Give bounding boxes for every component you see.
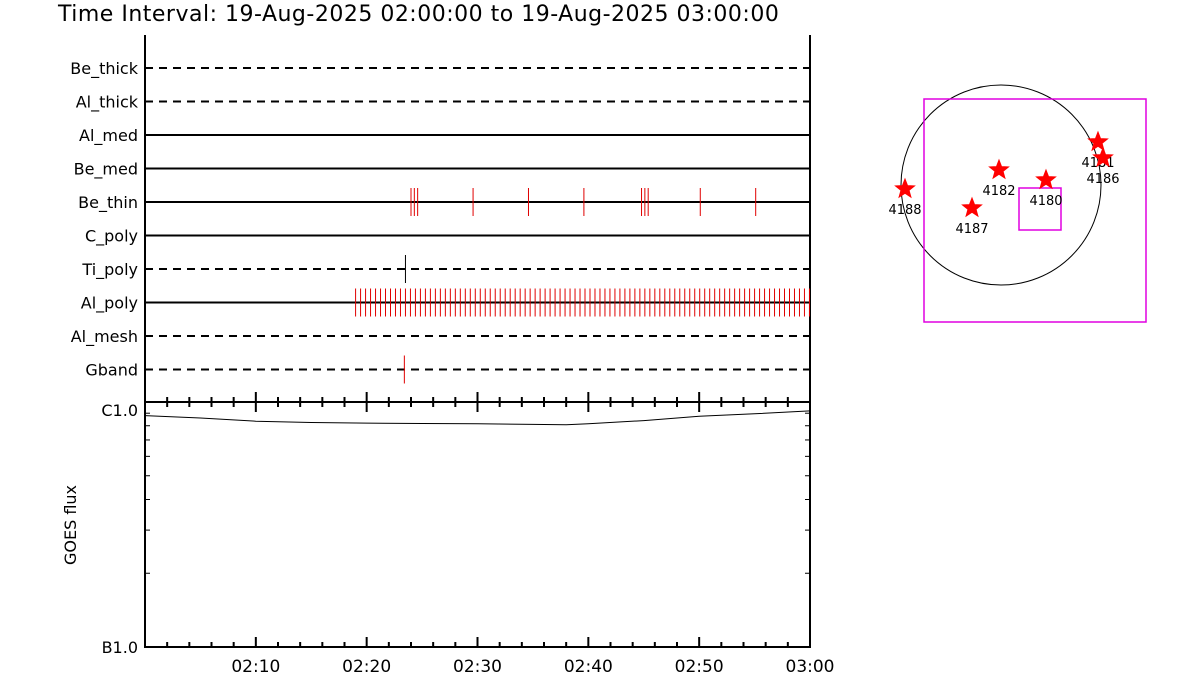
ar-star-4182 bbox=[988, 158, 1010, 180]
y-axis-label: GOES flux bbox=[61, 485, 80, 565]
channel-label-Al_thick: Al_thick bbox=[76, 93, 139, 113]
ar-star-4188 bbox=[894, 177, 916, 199]
ar-label-4188: 4188 bbox=[888, 203, 921, 218]
ar-label-4186: 4186 bbox=[1086, 172, 1119, 187]
goes-flux-line bbox=[144, 410, 811, 426]
y-tick-label-bottom: B1.0 bbox=[102, 638, 138, 657]
fov-outer-box bbox=[923, 98, 1147, 323]
channel-label-C_poly: C_poly bbox=[85, 227, 138, 247]
ar-label-4182: 4182 bbox=[982, 184, 1015, 199]
channel-label-Be_med: Be_med bbox=[74, 160, 138, 180]
channel-label-Al_med: Al_med bbox=[79, 126, 138, 146]
goes-panel: 02:10 02:20 02:30 02:40 02:50 03:00 C1.0 B1.0 GO… bbox=[61, 392, 835, 677]
channel-label-Be_thin: Be_thin bbox=[78, 193, 138, 213]
ar-label-4187: 4187 bbox=[955, 222, 988, 237]
solar-disk bbox=[900, 84, 1102, 286]
ar-star-4181 bbox=[1087, 130, 1109, 152]
timeline-panel: Be_thick Al_thick Al_med Be_med Be_thin C_pol… bbox=[70, 35, 811, 402]
chart-title: Time Interval: 19-Aug-2025 02:00:00 to 1… bbox=[58, 2, 780, 27]
x-tick-label-0: 02:10 bbox=[231, 657, 280, 677]
goes-frame bbox=[144, 401, 811, 648]
x-tick-label-1: 02:20 bbox=[342, 657, 391, 677]
channel-label-Ti_poly: Ti_poly bbox=[81, 260, 138, 280]
channel-label-Al_mesh: Al_mesh bbox=[71, 327, 138, 347]
y-tick-label-top: C1.0 bbox=[101, 401, 138, 420]
x-tick-label-5: 03:00 bbox=[786, 657, 835, 677]
x-tick-label-3: 02:40 bbox=[564, 657, 613, 677]
ar-star-4186 bbox=[1092, 146, 1114, 168]
channel-label-Al_poly: Al_poly bbox=[81, 294, 138, 314]
channel-label-Gband: Gband bbox=[85, 361, 138, 380]
ar-star-4180 bbox=[1035, 168, 1057, 190]
x-tick-label-4: 02:50 bbox=[675, 657, 724, 677]
channel-label-Be_thick: Be_thick bbox=[70, 59, 138, 79]
locator-panel: 418841874182418041814186 bbox=[888, 84, 1147, 323]
ar-star-4187 bbox=[961, 196, 983, 218]
x-tick-label-2: 02:30 bbox=[453, 657, 502, 677]
ar-label-4180: 4180 bbox=[1029, 194, 1062, 209]
